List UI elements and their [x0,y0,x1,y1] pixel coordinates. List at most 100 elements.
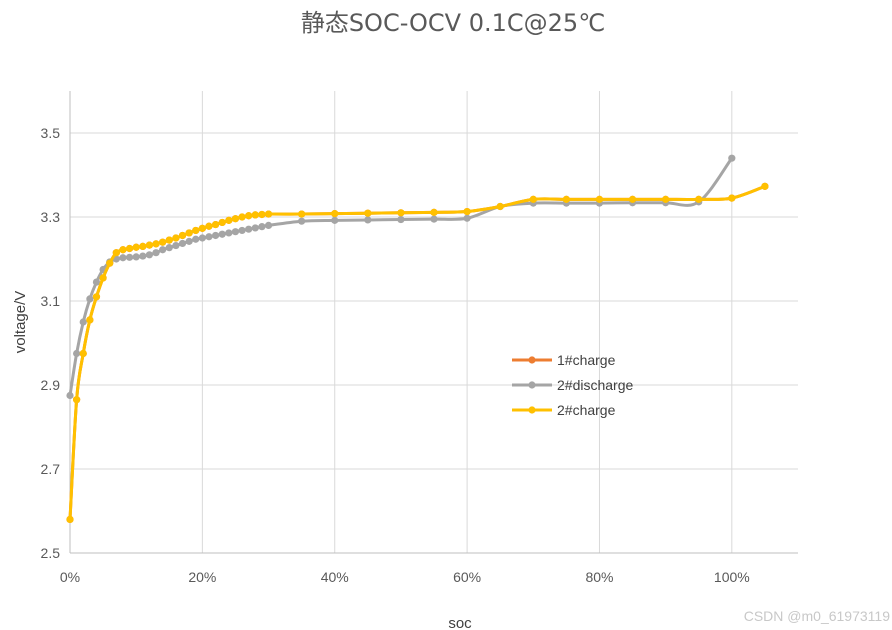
data-point [119,254,127,262]
watermark-text: CSDN @m0_61973119 [744,608,890,624]
data-point [79,318,87,326]
x-axis-label: soc [448,615,472,630]
data-point [264,210,273,218]
data-point [245,212,253,220]
y-tick-label: 2.7 [41,461,61,477]
data-point [245,225,253,233]
legend-label: 2#charge [557,402,616,418]
x-tick-label: 80% [585,569,613,585]
data-point [192,226,200,235]
y-tick-labels: 2.5 2.7 2.9 3.1 3.3 3.5 [41,125,61,561]
x-tick-label: 0% [60,569,80,585]
data-point [264,221,273,229]
data-point [496,202,504,211]
y-tick-label: 3.3 [41,209,61,225]
data-point [364,209,372,217]
data-point [198,224,206,232]
data-point [66,391,74,400]
y-tick-label: 3.5 [41,125,61,141]
data-point [73,396,81,404]
data-point [73,349,81,358]
x-tick-label: 40% [321,569,349,585]
data-point [251,224,259,232]
data-point [159,246,167,254]
data-point [251,211,259,219]
data-point [165,244,173,252]
data-point [185,229,193,237]
data-point [139,252,147,260]
grid-lines [70,91,798,553]
data-point [430,215,438,223]
data-point [145,251,154,259]
series-1-charge [66,182,769,524]
data-point [212,231,220,240]
data-point [66,515,74,524]
legend: 1#charge 2#discharge 2#charge [512,352,633,418]
y-tick-label: 3.1 [41,293,61,309]
data-point [205,233,213,241]
data-point [529,195,537,203]
data-point [364,216,372,224]
x-tick-label: 100% [714,569,750,585]
data-point [628,195,637,203]
data-point [165,236,173,244]
data-point [238,226,246,235]
data-point [212,220,220,229]
data-point [662,195,670,203]
data-point [132,253,140,261]
data-point [178,239,187,248]
legend-label: 2#discharge [557,377,633,393]
data-point [198,234,206,242]
data-point [231,228,240,236]
data-point [172,234,180,242]
legend-swatch-marker [528,356,536,364]
data-point [728,154,736,162]
legend-item-2-charge: 2#charge [512,402,616,418]
data-point [397,215,405,224]
data-point [695,195,703,203]
data-point [86,316,94,324]
data-point [152,240,160,248]
data-point [205,222,213,230]
legend-swatch-marker [528,381,536,389]
data-point [298,210,306,218]
data-point [192,235,200,243]
series-2-charge [66,182,769,524]
data-point [139,242,147,250]
data-point [125,244,134,253]
data-point [92,278,101,286]
legend-swatch-marker [528,406,536,414]
data-point [225,229,233,237]
data-point [178,231,187,240]
y-tick-label: 2.5 [41,545,61,561]
data-point [258,223,266,231]
data-point [238,213,246,221]
data-point [106,259,114,267]
data-point [595,195,604,203]
data-point [92,293,101,301]
data-point [79,349,87,358]
data-point [397,209,405,217]
legend-item-2-discharge: 2#discharge [512,377,633,393]
data-point [562,195,570,203]
data-point [298,217,306,225]
chart-title: 静态SOC-OCV 0.1C@25℃ [301,9,605,37]
data-point [185,237,193,245]
data-point [119,246,127,254]
data-point [463,214,471,222]
data-point [159,238,167,246]
data-point [125,253,134,261]
axes [69,91,798,554]
data-point [761,182,769,190]
data-point [258,210,266,219]
legend-item-1-charge: 1#charge [512,352,616,368]
x-tick-labels: 0% 20% 40% 60% 80% 100% [60,569,750,585]
data-point [331,210,339,218]
data-point [172,241,180,250]
series-line-2-discharge [68,157,734,396]
x-tick-label: 60% [453,569,481,585]
legend-label: 1#charge [557,352,616,368]
data-point [86,295,94,303]
